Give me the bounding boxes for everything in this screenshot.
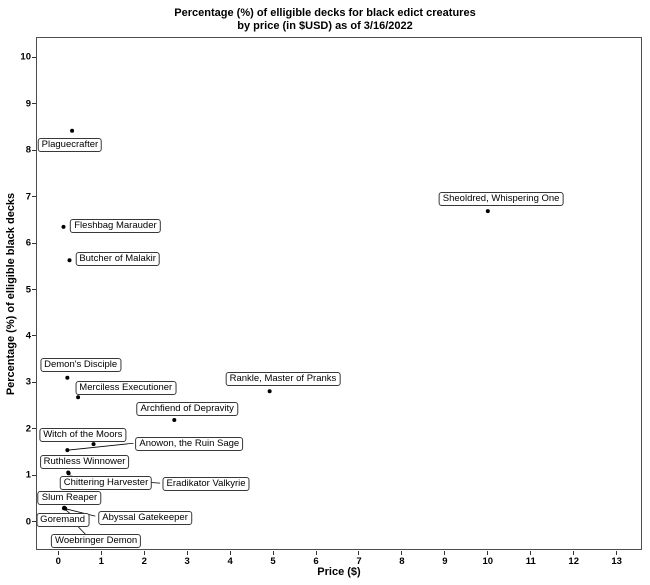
y-tick-mark-7 — [32, 196, 36, 198]
x-tick-label-1: 1 — [98, 556, 104, 567]
point-butcher-of-malakir — [67, 258, 72, 263]
x-tick-mark-0 — [57, 551, 59, 555]
label-chittering-harvester: Chittering Harvester — [59, 475, 153, 490]
x-tick-label-10: 10 — [482, 556, 494, 567]
x-tick-mark-2 — [143, 551, 145, 555]
label-slum-reaper: Slum Reaper — [37, 490, 102, 505]
y-tick-label-1: 1 — [25, 469, 31, 481]
point-merciless-executioner — [76, 395, 81, 400]
y-tick-label-5: 5 — [25, 284, 31, 296]
y-tick-label-0: 0 — [25, 516, 31, 528]
x-tick-label-3: 3 — [184, 556, 190, 567]
y-tick-label-9: 9 — [25, 98, 31, 110]
label-merciless-executioner: Merciless Executioner — [75, 380, 177, 395]
label-ruthless-winnower: Ruthless Winnower — [39, 455, 130, 470]
point-demon-s-disciple — [65, 375, 70, 380]
chart-title: Percentage (%) of elligible decks for bl… — [0, 7, 650, 33]
leader-line-abyssal-gatekeeper — [65, 508, 96, 517]
x-tick-label-12: 12 — [568, 556, 579, 567]
label-plaguecrafter: Plaguecrafter — [37, 137, 103, 152]
y-tick-label-8: 8 — [25, 144, 31, 156]
x-tick-mark-11 — [530, 551, 532, 555]
label-archfiend-of-depravity: Archfiend of Depravity — [136, 402, 238, 417]
point-chittering-harvester — [66, 471, 71, 476]
x-tick-mark-9 — [444, 551, 446, 555]
label-demon-s-disciple: Demon's Disciple — [40, 358, 122, 373]
plot-panel — [36, 37, 642, 550]
y-tick-label-4: 4 — [25, 330, 31, 342]
y-tick-mark-8 — [32, 149, 36, 151]
x-tick-label-11: 11 — [525, 556, 536, 567]
y-tick-label-10: 10 — [20, 51, 31, 63]
label-eradikator-valkyrie: Eradikator Valkyrie — [162, 476, 250, 491]
point-plaguecrafter — [70, 128, 75, 133]
point-rankle-master-of-pranks — [267, 389, 272, 394]
chart-title-line2: by price (in $USD) as of 3/16/2022 — [237, 20, 413, 32]
x-tick-label-2: 2 — [141, 556, 147, 567]
y-tick-label-6: 6 — [25, 237, 31, 249]
point-anowon-the-ruin-sage — [65, 448, 70, 453]
x-tick-label-8: 8 — [399, 556, 405, 567]
x-tick-mark-13 — [616, 551, 618, 555]
x-tick-label-9: 9 — [442, 556, 448, 567]
y-tick-mark-9 — [32, 103, 36, 105]
x-tick-mark-3 — [186, 551, 188, 555]
point-fleshbag-marauder — [61, 224, 66, 229]
point-sheoldred-whispering-one — [485, 209, 490, 214]
point-archfiend-of-depravity — [172, 418, 177, 423]
y-tick-label-2: 2 — [25, 423, 31, 435]
x-tick-label-4: 4 — [227, 556, 233, 567]
x-tick-mark-5 — [272, 551, 274, 555]
y-tick-label-7: 7 — [25, 191, 31, 203]
label-sheoldred-whispering-one: Sheoldred, Whispering One — [438, 192, 564, 207]
y-axis-title: Percentage (%) of elligible black decks — [5, 192, 17, 396]
label-goremand: Goremand — [36, 512, 90, 527]
y-tick-mark-5 — [32, 289, 36, 291]
y-tick-mark-6 — [32, 242, 36, 244]
point-witch-of-the-moors — [91, 442, 96, 447]
x-tick-label-7: 7 — [356, 556, 362, 567]
y-tick-label-3: 3 — [25, 376, 31, 388]
x-tick-mark-12 — [573, 551, 575, 555]
x-tick-label-6: 6 — [313, 556, 319, 567]
x-tick-mark-4 — [229, 551, 231, 555]
x-tick-label-13: 13 — [611, 556, 622, 567]
leader-line-anowon-the-ruin-sage — [67, 442, 134, 451]
chart-title-line1: Percentage (%) of elligible decks for bl… — [174, 7, 476, 19]
x-tick-mark-6 — [315, 551, 317, 555]
label-fleshbag-marauder: Fleshbag Marauder — [70, 218, 161, 233]
y-tick-mark-3 — [32, 381, 36, 383]
x-tick-mark-7 — [358, 551, 360, 555]
label-woebringer-demon: Woebringer Demon — [51, 533, 142, 548]
x-tick-mark-1 — [100, 551, 102, 555]
x-tick-mark-10 — [487, 551, 489, 555]
y-tick-mark-1 — [32, 474, 36, 476]
x-axis-title: Price ($) — [317, 566, 361, 578]
y-tick-mark-0 — [32, 521, 36, 523]
label-abyssal-gatekeeper: Abyssal Gatekeeper — [98, 511, 192, 526]
y-tick-mark-4 — [32, 335, 36, 337]
x-tick-mark-8 — [401, 551, 403, 555]
x-tick-label-5: 5 — [270, 556, 276, 567]
label-anowon-the-ruin-sage: Anowon, the Ruin Sage — [135, 436, 244, 451]
label-butcher-of-malakir: Butcher of Malakir — [75, 252, 160, 267]
y-tick-mark-2 — [32, 428, 36, 430]
point-abyssal-gatekeeper — [63, 506, 68, 511]
x-tick-label-0: 0 — [55, 556, 61, 567]
label-witch-of-the-moors: Witch of the Moors — [39, 427, 127, 442]
label-rankle-master-of-pranks: Rankle, Master of Pranks — [225, 372, 341, 387]
y-tick-mark-10 — [32, 56, 36, 58]
